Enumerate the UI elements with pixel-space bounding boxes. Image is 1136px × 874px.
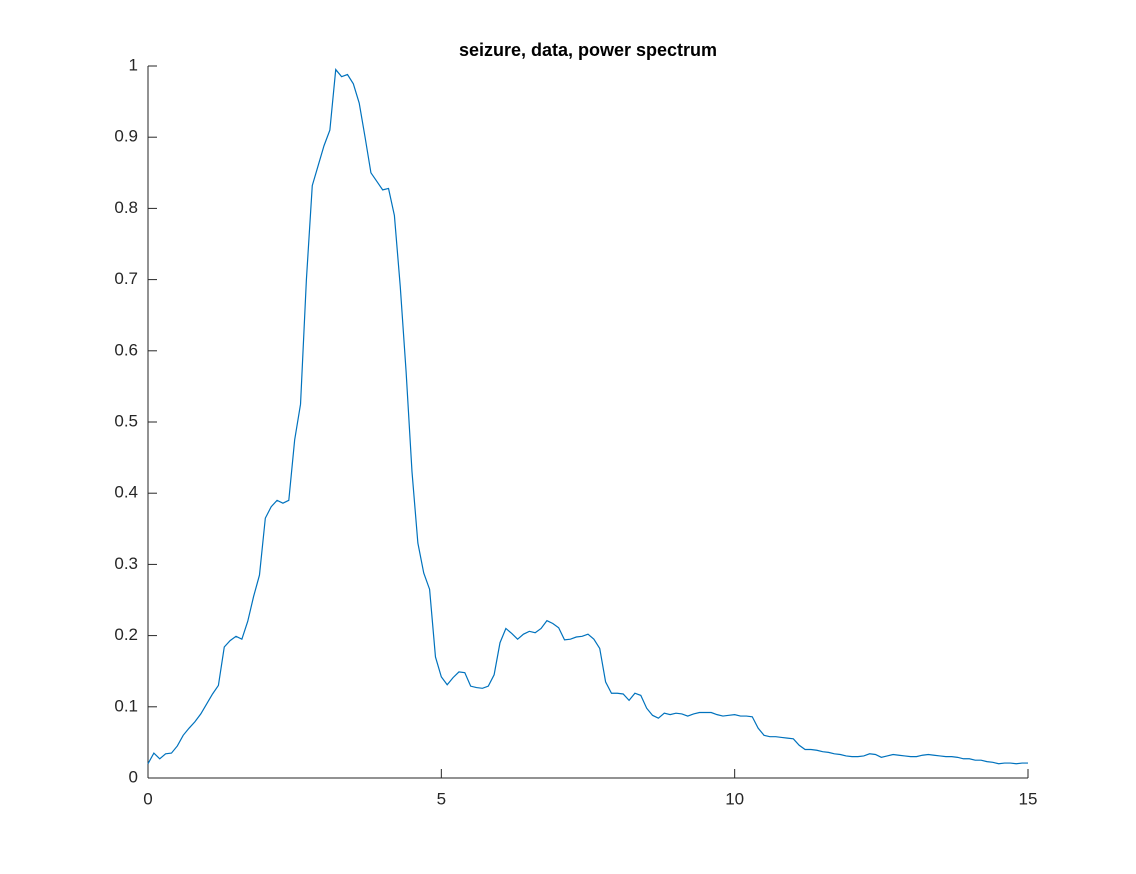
y-tick-label: 0.2 xyxy=(114,625,138,644)
y-tick-label: 0.9 xyxy=(114,127,138,146)
x-tick-label: 0 xyxy=(143,789,152,808)
y-tick-label: 1 xyxy=(129,55,138,74)
x-tick-label: 15 xyxy=(1019,789,1038,808)
y-tick-label: 0.5 xyxy=(114,411,138,430)
y-tick-label: 0.3 xyxy=(114,554,138,573)
y-tick-label: 0.6 xyxy=(114,340,138,359)
y-tick-label: 0 xyxy=(129,767,138,786)
y-tick-label: 0.7 xyxy=(114,269,138,288)
chart-title: seizure, data, power spectrum xyxy=(459,40,717,60)
y-tick-label: 0.1 xyxy=(114,696,138,715)
data-line xyxy=(147,68,1028,765)
x-tick-label: 10 xyxy=(725,789,744,808)
y-tick-label: 0.8 xyxy=(114,198,138,217)
y-tick-label: 0.4 xyxy=(114,483,138,502)
x-tick-label: 5 xyxy=(437,789,446,808)
